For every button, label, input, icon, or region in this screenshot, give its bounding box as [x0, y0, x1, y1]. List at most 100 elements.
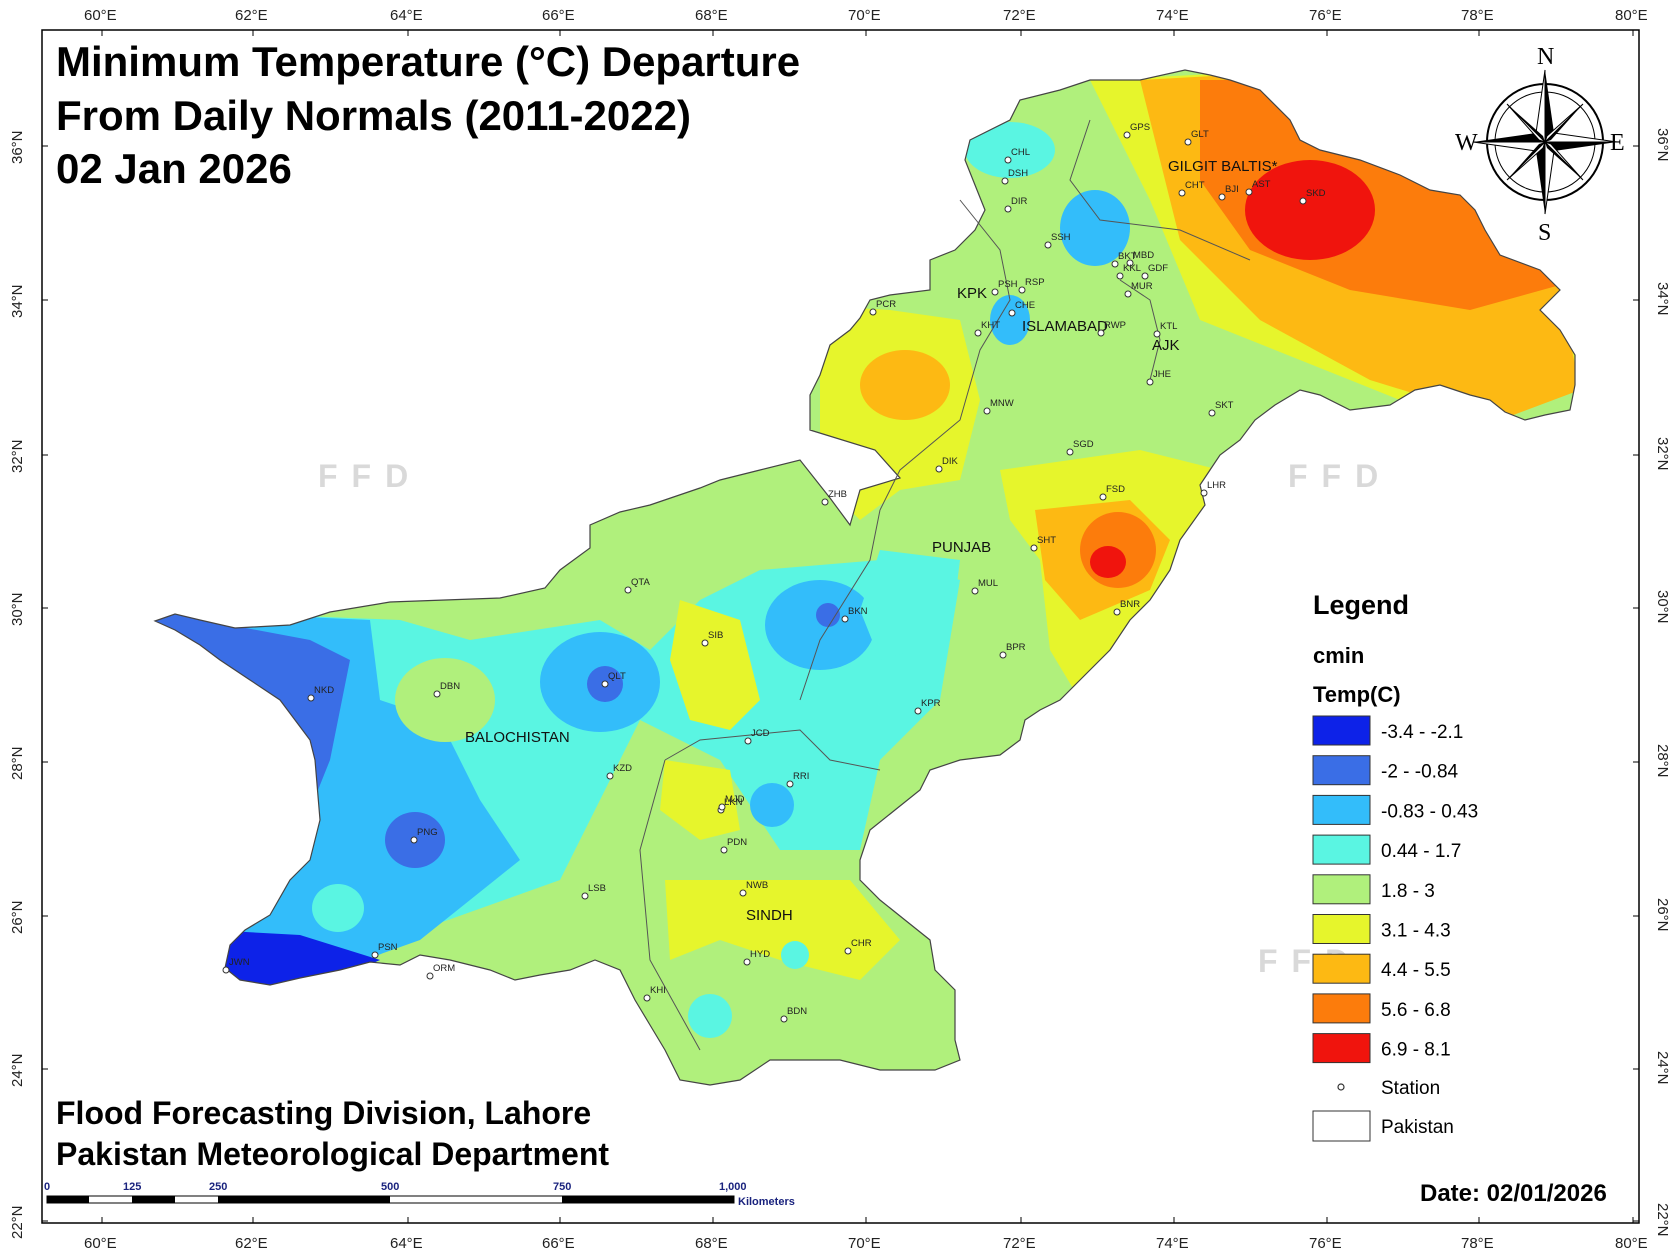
lon-tick-bottom-label: 62°E [235, 1235, 268, 1252]
station-label: CHL [1011, 147, 1030, 158]
legend-layer: cmin [1313, 643, 1364, 668]
station-marker [1008, 309, 1016, 317]
station-label: DIK [942, 456, 959, 467]
map-date: Date: 02/01/2026 [1420, 1180, 1607, 1207]
legend-class-label: 1.8 - 3 [1381, 881, 1435, 902]
lon-tick-bottom-label: 66°E [542, 1235, 575, 1252]
legend-class-label: 6.9 - 8.1 [1381, 1040, 1451, 1061]
station-marker [821, 498, 829, 506]
station-label: KHT [981, 320, 1000, 331]
station-label: SKD [1306, 188, 1326, 199]
station-label: MNW [990, 398, 1014, 409]
station-label: PDN [727, 837, 747, 848]
station-marker [844, 947, 852, 955]
station-label: JHE [1153, 369, 1171, 380]
region-labels: GILGIT BALTIS* KPK ISLAMABAD AJK PUNJAB BALOC… [465, 158, 1278, 924]
lon-tick-bottom-label: 74°E [1156, 1235, 1189, 1252]
province-boundaries [639, 119, 1251, 1051]
station-marker [606, 772, 614, 780]
lon-tick-bottom-label: 80°E [1615, 1235, 1648, 1252]
lat-tick-left-label: 34°N [9, 284, 26, 318]
lon-tick-bottom-label: 72°E [1003, 1235, 1036, 1252]
station-label: MUL [978, 578, 998, 589]
zone-hyd-cyan [781, 941, 809, 969]
lat-tick-right-label: 28°N [1654, 744, 1671, 778]
legend-title: Legend [1313, 590, 1409, 620]
station-label: AST [1252, 179, 1271, 190]
legend-swatch [1312, 1033, 1371, 1064]
zone-orange-pcr [860, 350, 950, 420]
station-marker [1004, 156, 1012, 164]
north-arrow-compass: N S E W [1455, 44, 1625, 246]
zone-khi-cyan [688, 994, 732, 1038]
station-marker [1116, 272, 1124, 280]
legend-boundary-swatch [1312, 1110, 1371, 1142]
station-label: RWP [1104, 320, 1126, 331]
station-label: BKT [1118, 251, 1137, 262]
lon-tick-top-label: 60°E [84, 7, 117, 24]
zone-cyan-patch [312, 884, 364, 932]
lat-tick-right-label: 22°N [1654, 1203, 1671, 1237]
station-marker [426, 972, 434, 980]
station-label: RSP [1025, 277, 1045, 288]
latitude-ticks-left: 36°N 34°N 32°N 30°N 28°N 26°N 24°N 22°N [9, 130, 48, 1239]
station-marker [1146, 378, 1154, 386]
station-marker [701, 639, 709, 647]
scale-bar: 0 125 250 500 750 1,000 Kilometers [44, 1181, 795, 1208]
station-marker [935, 465, 943, 473]
station-marker [624, 586, 632, 594]
station-marker [1124, 290, 1132, 298]
lat-tick-left-label: 30°N [9, 592, 26, 626]
station-label: MJD [725, 794, 745, 805]
station-marker [1153, 330, 1161, 338]
lon-tick-top-label: 70°E [848, 7, 881, 24]
zone-bkn-low [816, 603, 840, 627]
station-marker [1030, 544, 1038, 552]
lon-tick-bottom-label: 78°E [1461, 1235, 1494, 1252]
lon-tick-top-label: 64°E [390, 7, 423, 24]
station-marker [643, 994, 651, 1002]
station-label: CHR [851, 938, 872, 949]
scale-bar-segment [132, 1196, 175, 1203]
station-marker [914, 707, 922, 715]
legend-swatch [1312, 794, 1371, 825]
lat-tick-right-label: 24°N [1654, 1051, 1671, 1085]
zone-cyan-dir [965, 122, 1055, 178]
station-label: PCR [876, 299, 896, 310]
station-label: MUR [1131, 281, 1153, 292]
station-marker [1113, 608, 1121, 616]
scale-bar-tick-label: 250 [209, 1181, 227, 1193]
station-marker [1004, 205, 1012, 213]
station-marker [410, 836, 418, 844]
lon-tick-top-label: 76°E [1309, 7, 1342, 24]
longitude-ticks-bottom: 60°E 62°E 64°E 66°E 68°E 70°E 72°E 74°E 76°E 78°E… [84, 1217, 1648, 1252]
station-marker [222, 966, 230, 974]
lon-tick-bottom-label: 64°E [390, 1235, 423, 1252]
station-label: DBN [440, 681, 460, 692]
zone-deep-blue-coast [210, 930, 380, 995]
station-label: PSH [998, 279, 1018, 290]
station-marker [1200, 489, 1208, 497]
station-label: BNR [1120, 599, 1140, 610]
region-label: BALOCHISTAN [465, 729, 570, 746]
lat-tick-left-label: 32°N [9, 439, 26, 473]
map-title-line-1: Minimum Temperature (°C) Departure [56, 38, 800, 85]
scale-bar-tick-label: 0 [44, 1181, 50, 1193]
legend: Legend cmin Temp(C) -3.4 - -2.1 -2 - -0.8… [1312, 590, 1478, 1142]
lat-tick-right-label: 32°N [1654, 437, 1671, 471]
region-label: SINDH [746, 907, 793, 924]
station-label: LHR [1207, 480, 1226, 491]
zone-yellow-nawabshah [665, 880, 900, 980]
region-label: KPK [957, 285, 987, 302]
station-marker [974, 329, 982, 337]
station-marker [371, 951, 379, 959]
zone-cyan-ssh [1060, 190, 1130, 266]
watermark-right: FFD [1288, 458, 1392, 494]
zone-bkn-ring [765, 580, 875, 670]
zone-cyan-punjab-east [860, 550, 960, 660]
map-title-line-3: 02 Jan 2026 [56, 145, 292, 192]
zone-yellow-sibi [670, 600, 760, 730]
station-marker [1245, 188, 1253, 196]
lat-tick-left-label: 24°N [9, 1053, 26, 1087]
